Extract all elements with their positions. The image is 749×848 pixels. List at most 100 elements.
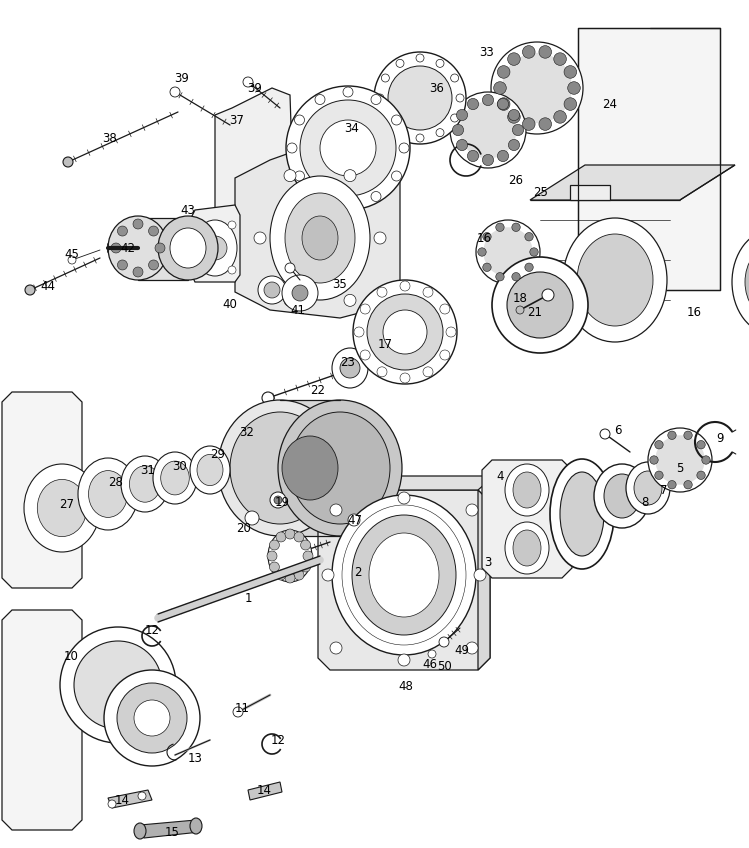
Ellipse shape	[369, 533, 439, 617]
Polygon shape	[318, 490, 490, 670]
Circle shape	[450, 92, 526, 168]
Ellipse shape	[170, 228, 206, 268]
Text: 5: 5	[676, 461, 684, 475]
Ellipse shape	[190, 446, 230, 494]
Circle shape	[509, 109, 520, 120]
Circle shape	[497, 98, 510, 110]
Text: 3: 3	[485, 556, 491, 570]
Text: 44: 44	[40, 280, 55, 293]
Ellipse shape	[302, 216, 338, 260]
Ellipse shape	[513, 472, 541, 508]
Circle shape	[286, 86, 410, 210]
Ellipse shape	[88, 471, 127, 517]
Circle shape	[508, 110, 521, 123]
Circle shape	[539, 46, 551, 59]
Circle shape	[440, 304, 450, 314]
Polygon shape	[215, 88, 295, 265]
Circle shape	[491, 42, 583, 134]
Circle shape	[655, 440, 663, 449]
Circle shape	[276, 570, 286, 580]
Circle shape	[267, 551, 277, 561]
Circle shape	[348, 514, 360, 526]
Circle shape	[497, 150, 509, 162]
Circle shape	[374, 52, 466, 144]
Circle shape	[474, 569, 486, 581]
Circle shape	[194, 266, 202, 274]
Circle shape	[568, 81, 580, 94]
Text: 17: 17	[377, 338, 392, 350]
Circle shape	[456, 139, 467, 151]
Circle shape	[416, 134, 424, 142]
Circle shape	[133, 219, 143, 229]
Circle shape	[554, 110, 566, 123]
Circle shape	[554, 53, 566, 65]
Ellipse shape	[24, 464, 100, 552]
Circle shape	[108, 800, 116, 808]
Circle shape	[148, 260, 159, 270]
Text: 38: 38	[103, 131, 118, 144]
Circle shape	[285, 573, 295, 583]
Circle shape	[292, 285, 308, 301]
Text: 12: 12	[270, 734, 285, 746]
Text: 11: 11	[234, 701, 249, 715]
Circle shape	[133, 267, 143, 277]
Circle shape	[564, 65, 577, 78]
Circle shape	[258, 276, 286, 304]
Polygon shape	[248, 782, 282, 800]
Circle shape	[60, 627, 176, 743]
Text: 20: 20	[237, 522, 252, 534]
Ellipse shape	[332, 348, 368, 388]
Circle shape	[497, 98, 509, 109]
Ellipse shape	[134, 823, 146, 839]
Circle shape	[170, 87, 180, 97]
Circle shape	[353, 280, 457, 384]
Circle shape	[466, 642, 478, 654]
Ellipse shape	[193, 220, 237, 276]
Circle shape	[377, 367, 387, 377]
Ellipse shape	[153, 452, 197, 504]
Circle shape	[294, 532, 304, 542]
Circle shape	[452, 125, 464, 136]
Circle shape	[525, 232, 533, 241]
Text: 15: 15	[165, 825, 180, 839]
Text: 36: 36	[430, 81, 444, 94]
Circle shape	[118, 226, 127, 236]
Circle shape	[483, 232, 491, 241]
Circle shape	[270, 540, 279, 550]
Text: 10: 10	[64, 650, 79, 662]
Polygon shape	[2, 392, 82, 588]
Polygon shape	[478, 490, 490, 670]
Polygon shape	[578, 28, 720, 290]
Circle shape	[494, 81, 506, 94]
Circle shape	[467, 150, 479, 162]
Polygon shape	[190, 205, 240, 282]
Circle shape	[233, 707, 243, 717]
Circle shape	[512, 272, 521, 281]
Circle shape	[539, 118, 551, 131]
Text: 21: 21	[527, 305, 542, 319]
Ellipse shape	[626, 462, 670, 514]
Circle shape	[482, 154, 494, 165]
Circle shape	[383, 310, 427, 354]
Circle shape	[600, 429, 610, 439]
Text: 6: 6	[614, 423, 622, 437]
Text: 42: 42	[121, 242, 136, 254]
Polygon shape	[235, 135, 400, 318]
Circle shape	[148, 226, 159, 236]
Text: 22: 22	[311, 383, 326, 397]
Circle shape	[155, 243, 165, 253]
Circle shape	[285, 529, 295, 539]
Circle shape	[330, 642, 342, 654]
Text: 23: 23	[341, 355, 356, 369]
Text: 18: 18	[512, 292, 527, 304]
Circle shape	[523, 46, 535, 59]
Circle shape	[492, 257, 588, 353]
Circle shape	[343, 199, 353, 209]
Text: 19: 19	[274, 495, 290, 509]
Circle shape	[542, 289, 554, 301]
Ellipse shape	[604, 474, 640, 518]
Circle shape	[381, 114, 389, 122]
Ellipse shape	[732, 230, 749, 334]
Circle shape	[360, 350, 370, 360]
Polygon shape	[482, 460, 572, 578]
